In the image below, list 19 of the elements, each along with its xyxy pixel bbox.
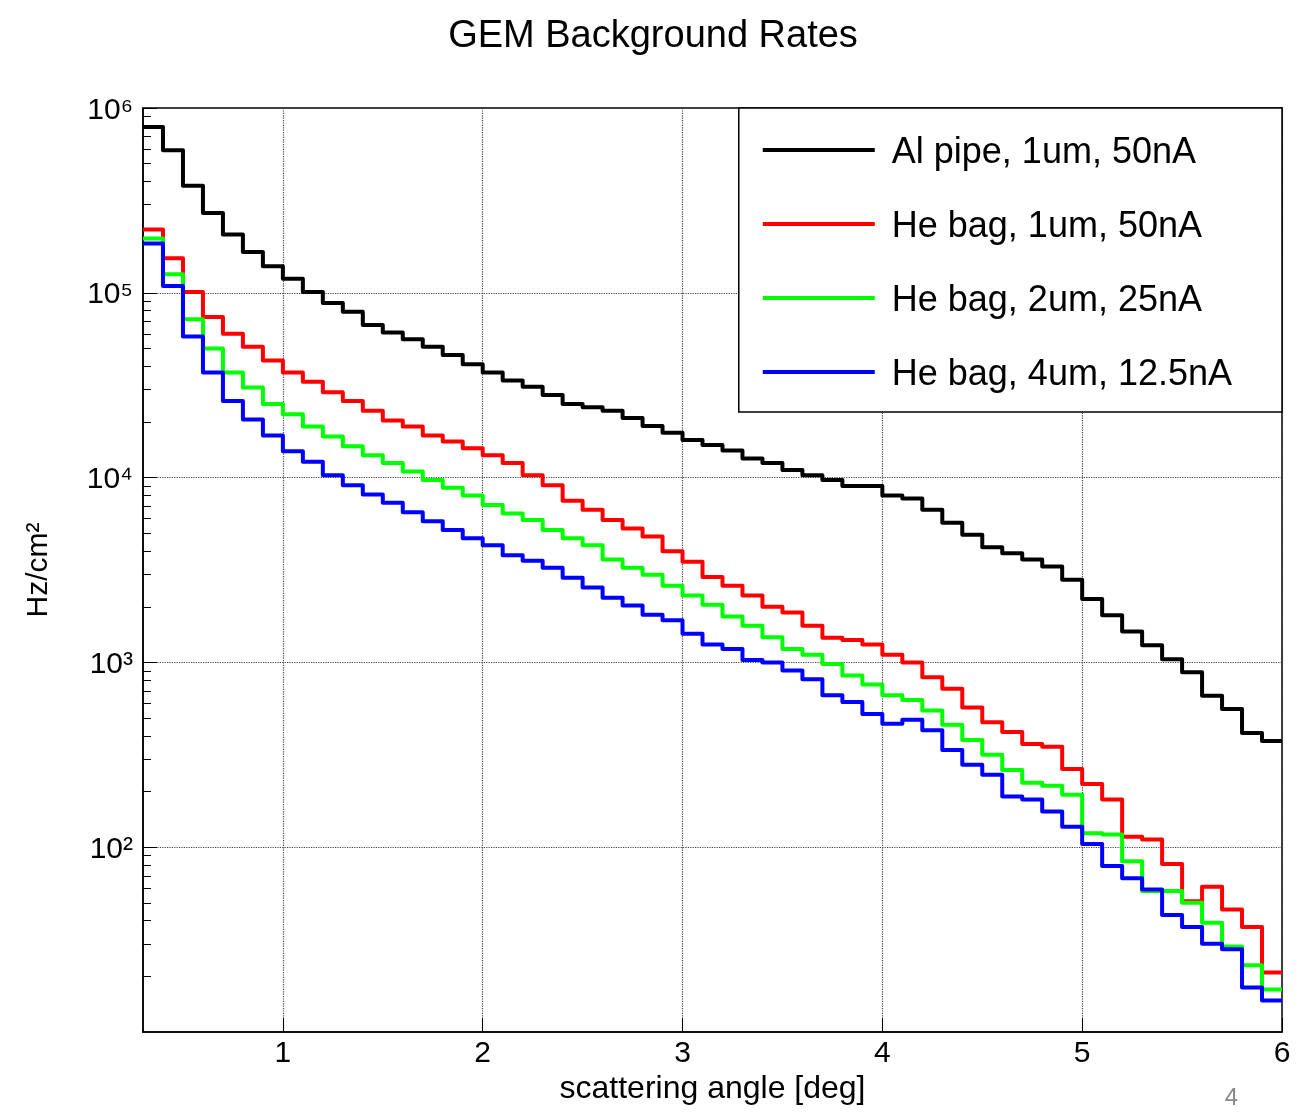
x-tick-label: 2: [474, 1034, 492, 1068]
legend-label: Al pipe, 1um, 50nA: [891, 129, 1196, 171]
x-tick-label: 6: [1273, 1034, 1291, 1068]
legend-label: He bag, 1um, 50nA: [891, 203, 1202, 245]
x-tick-label: 5: [1073, 1034, 1091, 1068]
text: 4: [1224, 1082, 1239, 1110]
x-tick-label: 1: [274, 1034, 292, 1068]
y-tick-label: 10⁵: [87, 276, 133, 310]
y-tick-label: 10²: [89, 830, 134, 864]
legend-label: He bag, 2um, 25nA: [891, 277, 1202, 319]
y-axis-title: Hz/cm²: [19, 522, 53, 618]
x-tick-label: 4: [874, 1034, 891, 1068]
x-tick-label: 3: [674, 1034, 691, 1068]
x-axis-title: scattering angle [deg]: [559, 1068, 866, 1105]
chart-title: GEM Background Rates: [448, 13, 858, 55]
legend-label: He bag, 4um, 12.5nA: [891, 351, 1233, 393]
y-tick-label: 10⁴: [86, 461, 133, 495]
y-tick-label: 10⁶: [87, 91, 133, 125]
y-tick-label: 10³: [89, 645, 134, 679]
